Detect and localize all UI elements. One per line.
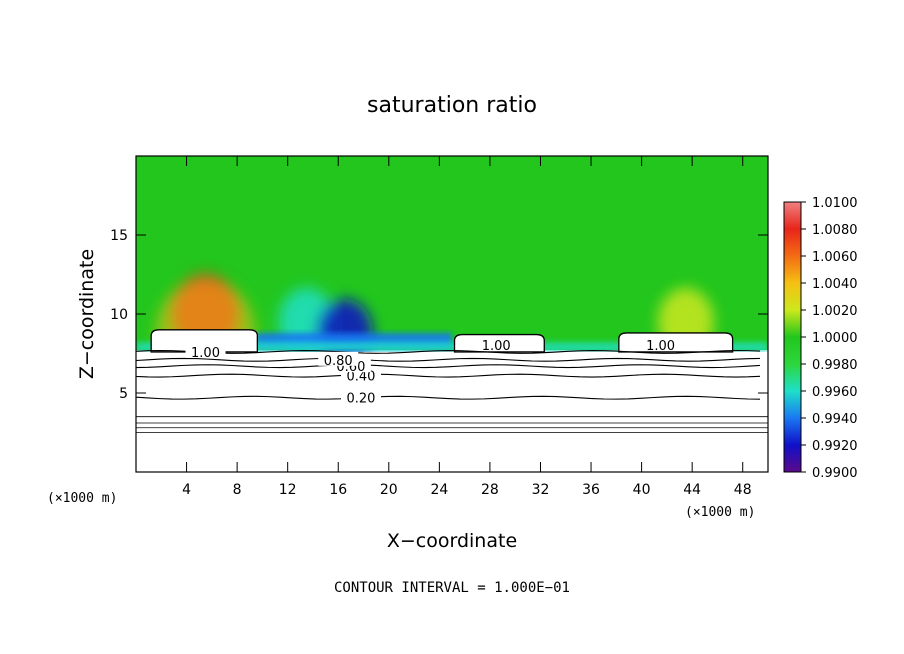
colorbar-tick-label: 1.0080 (812, 223, 858, 238)
x-tick-label: 16 (329, 482, 347, 498)
y-tick-label: 15 (110, 228, 128, 244)
colorbar-tick-label: 1.0060 (812, 250, 858, 265)
contour-label: 0.40 (347, 370, 376, 385)
contour-label-bg (340, 389, 381, 404)
contour-line (136, 373, 761, 378)
y-tick-label: 5 (119, 386, 128, 402)
colorbar-tick-label: 1.0040 (812, 277, 858, 292)
cloud-region (150, 329, 258, 353)
x-tick-label: 24 (430, 482, 448, 498)
colorbar-tick-label: 0.9960 (812, 385, 858, 400)
x-tick-label: 4 (182, 482, 191, 498)
x-tick-label: 36 (582, 482, 600, 498)
colorbar-tick-label: 1.0020 (812, 304, 858, 319)
x-tick-label: 32 (532, 482, 550, 498)
x-axis-label: X−coordinate (387, 530, 517, 552)
contour-label: 1.00 (191, 346, 220, 361)
x-tick-label: 12 (279, 482, 297, 498)
x-tick-label: 48 (734, 482, 752, 498)
x-tick-label: 8 (233, 482, 242, 498)
contour-label-bg (185, 343, 226, 358)
contour-label: 1.00 (482, 339, 511, 354)
contour-line (136, 349, 761, 354)
contour-label-bg (318, 351, 359, 366)
x-tick-label: 40 (633, 482, 651, 498)
contour-label: 1.00 (646, 339, 675, 354)
contour-line (136, 357, 761, 362)
x-unit-right: (×1000 m) (685, 505, 755, 520)
plot-area: 0.200.400.600.801.00 1.00 1.00 (136, 156, 768, 472)
colorbar-tick-label: 0.9980 (812, 358, 858, 373)
x-tick-label: 44 (683, 482, 701, 498)
y-axis-label: Z−coordinate (76, 249, 98, 379)
contour-line (136, 395, 761, 400)
colorbar-gradient (783, 201, 802, 473)
y-tick-label: 10 (110, 307, 128, 323)
subsaturated-region (136, 351, 768, 472)
colorbar-tick-label: 0.9940 (812, 412, 858, 427)
cloud-region (453, 333, 545, 353)
field-band (136, 342, 768, 352)
x-tick-label: 20 (380, 482, 398, 498)
x-tick-label: 28 (481, 482, 499, 498)
colorbar-tick-label: 1.0000 (812, 331, 858, 346)
chart-title: saturation ratio (367, 93, 537, 118)
contour-line (136, 364, 761, 369)
contour-interval-note: CONTOUR INTERVAL = 1.000E−01 (334, 580, 570, 596)
colorbar-tick-label: 0.9920 (812, 439, 858, 454)
colorbar-tick-label: 0.9900 (812, 466, 858, 481)
contour-label: 0.20 (347, 392, 376, 407)
x-unit-left: (×1000 m) (47, 491, 117, 506)
contour-label: 0.80 (324, 354, 353, 369)
colorbar-tick-label: 1.0100 (812, 196, 858, 211)
colorbar: 1.0100 1.0080 1.0060 1.0040 1.0020 1.0000 0.99… (783, 196, 858, 481)
cloud-region (618, 332, 734, 353)
